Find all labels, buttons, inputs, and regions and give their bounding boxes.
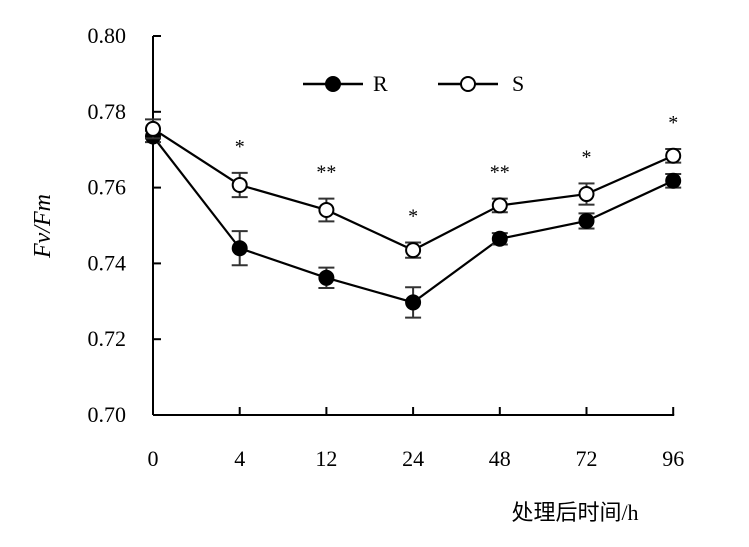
data-point-S [145, 120, 161, 137]
significance-marker: ** [316, 162, 336, 184]
y-axis-title: Fv/Fm [30, 194, 56, 259]
data-point-R [405, 294, 422, 311]
data-point-S [405, 242, 422, 259]
significance-marker: * [582, 146, 592, 168]
x-axis-title: 处理后时间/h [511, 500, 638, 525]
series-line-S [152, 127, 674, 252]
x-tick-label: 48 [489, 446, 511, 471]
data-point-R [578, 212, 595, 229]
data-point-R [665, 172, 682, 189]
x-tick-label: 12 [315, 446, 337, 471]
legend-item-R: R [303, 71, 388, 96]
legend-label: R [373, 71, 388, 96]
series-S [145, 118, 682, 259]
y-tick-label: 0.74 [88, 250, 127, 275]
series-R [145, 128, 682, 319]
y-tick-label: 0.70 [88, 402, 127, 427]
x-tick-label: 4 [234, 446, 245, 471]
series-layer [145, 118, 682, 319]
x-tick-label: 96 [662, 446, 684, 471]
axes: 0.70 0.72 0.74 0.76 0.78 0.80 0 4 12 24 48 72 96 [88, 23, 685, 471]
data-point-S [665, 147, 682, 164]
significance-marker: * [408, 206, 418, 228]
legend-marker [325, 76, 341, 92]
significance-marker: * [668, 112, 678, 134]
data-point-S [491, 197, 508, 214]
y-tick-label: 0.76 [88, 175, 127, 200]
y-tick-label: 0.80 [88, 23, 127, 48]
data-point-S [231, 176, 248, 193]
data-point-R [318, 269, 335, 286]
data-point-S [318, 201, 335, 218]
x-tick-label: 0 [148, 446, 159, 471]
legend-label: S [512, 71, 524, 96]
x-tick-label: 24 [402, 446, 424, 471]
significance-marker: * [235, 136, 245, 158]
legend-marker [460, 76, 476, 92]
legend-item-S: S [438, 71, 524, 96]
y-tick-label: 0.72 [88, 326, 127, 351]
data-point-R [231, 240, 248, 257]
labels-layer: ******** [235, 112, 679, 228]
data-point-S [578, 186, 595, 203]
significance-marker: ** [490, 162, 510, 184]
data-point-R [491, 230, 508, 247]
x-tick-label: 72 [576, 446, 598, 471]
y-tick-label: 0.78 [88, 99, 127, 124]
